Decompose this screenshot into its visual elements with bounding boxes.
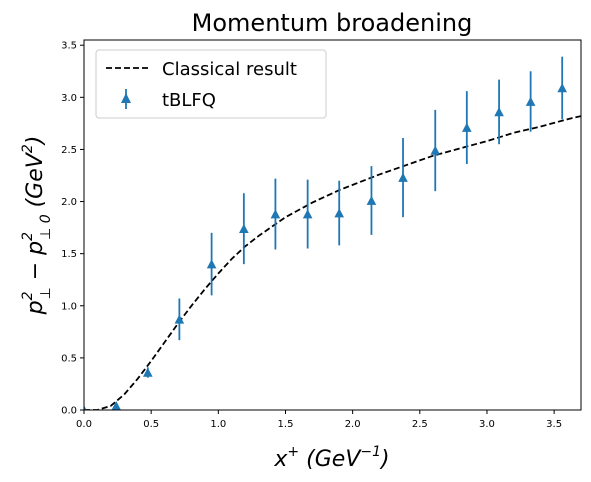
y-tick-label: 3.5 [61, 41, 77, 52]
y-label-minus: − [23, 255, 48, 287]
legend-tblfq-swatch [121, 89, 131, 109]
legend-classical-label: Classical result [162, 59, 297, 80]
tblfq-point [557, 83, 567, 93]
x-label-unit-suffix: ) [379, 447, 390, 472]
x-label-unit-sup: −1 [360, 444, 381, 460]
chart-title: Momentum broadening [192, 9, 473, 37]
tblfq-point [334, 208, 345, 218]
x-label-base: x [273, 447, 288, 472]
tblfq-point [366, 195, 377, 205]
y-tick-label: 0.5 [61, 353, 77, 364]
tblfq-point [494, 107, 504, 117]
x-tick-label: 2.5 [412, 419, 428, 430]
legend-tblfq-label: tBLFQ [162, 90, 216, 111]
x-tick-label: 1.0 [210, 419, 226, 430]
x-label-sup: + [287, 444, 299, 460]
x-tick-label: 0.0 [76, 419, 92, 430]
tblfq-layer [84, 56, 567, 410]
tblfq-point [398, 172, 408, 182]
tblfq-point [143, 367, 153, 377]
classical-result-line [84, 115, 581, 410]
tblfq-point [84, 405, 87, 410]
y-label-b: p [23, 241, 48, 256]
y-label-unit-suffix: ) [23, 136, 48, 147]
x-axis-ticks: 0.0 0.5 1.0 1.5 2.0 2.5 3.0 3.5 [76, 410, 562, 430]
y-label-unit-sup: 2 [20, 144, 36, 153]
classical-result-layer [84, 115, 581, 410]
x-tick-label: 2.0 [345, 419, 361, 430]
y-label-a: p [23, 300, 48, 315]
y-tick-label: 1.0 [61, 301, 77, 312]
tblfq-point [525, 96, 536, 106]
plot-area [84, 56, 581, 410]
y-label-unit-prefix: (GeV [23, 151, 48, 214]
x-tick-label: 3.0 [479, 419, 495, 430]
y-tick-label: 0.0 [61, 406, 77, 417]
legend-tblfq-marker [121, 93, 131, 103]
x-label-unit-prefix: (GeV [299, 447, 362, 472]
y-label-a-sub: ⊥ [38, 287, 54, 299]
x-axis-label: x+ (GeV−1) [273, 444, 389, 472]
plot-frame [83, 39, 582, 411]
y-axis-label: p2 ⊥ − p2 ⊥ 0 (GeV2) [20, 136, 54, 316]
x-tick-label: 0.5 [143, 419, 159, 430]
tblfq-point [206, 259, 217, 269]
tblfq-point [239, 223, 249, 233]
y-axis-ticks: 0.0 0.5 1.0 1.5 2.0 2.5 3.0 3.5 [61, 41, 84, 417]
y-label-b-sup: 2 [20, 232, 36, 241]
x-tick-label: 3.5 [546, 419, 562, 430]
tblfq-point [270, 209, 281, 219]
tblfq-point [430, 145, 441, 155]
y-label-b-sub: ⊥ 0 [38, 214, 54, 240]
tblfq-point [302, 209, 313, 219]
y-tick-label: 3.0 [61, 93, 77, 104]
legend: Classical result tBLFQ [95, 49, 327, 119]
tblfq-point [174, 314, 185, 324]
tblfq-point [111, 401, 121, 410]
tblfq-point [462, 122, 472, 132]
legend-box [95, 49, 327, 119]
y-label-a-sup: 2 [20, 291, 36, 300]
y-tick-label: 1.5 [61, 249, 77, 260]
y-tick-label: 2.0 [61, 197, 77, 208]
x-tick-label: 1.5 [278, 419, 294, 430]
y-tick-label: 2.5 [61, 145, 77, 156]
